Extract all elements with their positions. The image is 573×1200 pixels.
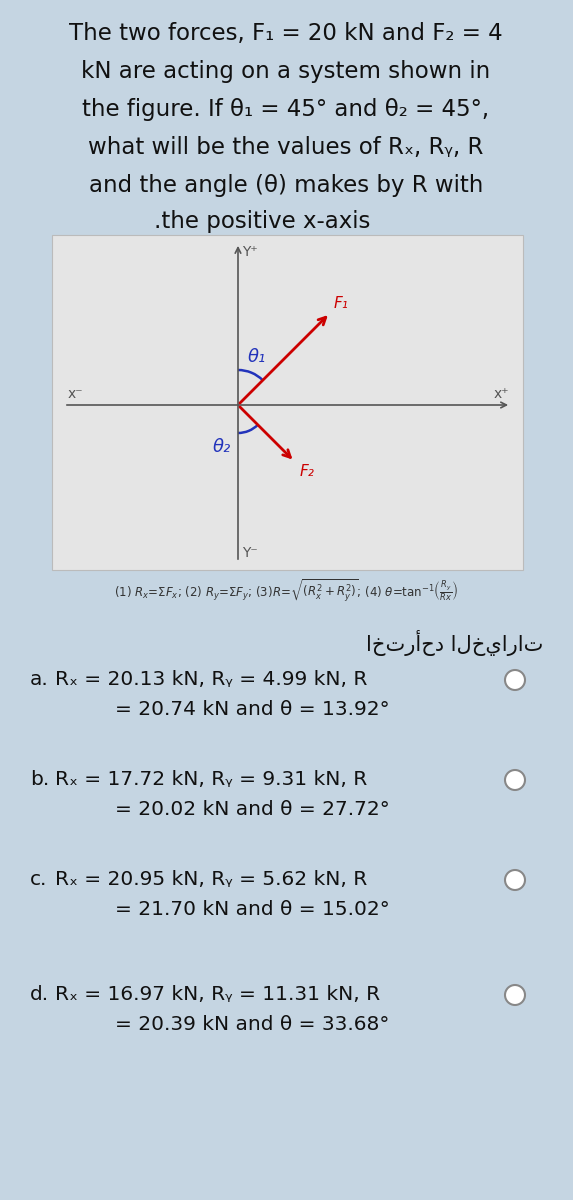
- Text: and the angle (θ) makes by R with: and the angle (θ) makes by R with: [89, 174, 483, 197]
- Text: Rₓ = 17.72 kN, Rᵧ = 9.31 kN, R: Rₓ = 17.72 kN, Rᵧ = 9.31 kN, R: [55, 770, 367, 790]
- Text: Y⁺: Y⁺: [242, 245, 258, 259]
- Text: a.: a.: [30, 670, 49, 689]
- Circle shape: [505, 870, 525, 890]
- Text: = 20.74 kN and θ = 13.92°: = 20.74 kN and θ = 13.92°: [115, 700, 390, 719]
- Text: x⁺: x⁺: [493, 386, 509, 401]
- Text: اخترأحد الخيارات: اخترأحد الخيارات: [366, 630, 543, 656]
- Text: .the positive x-axis: .the positive x-axis: [154, 210, 370, 233]
- Text: the figure. If θ₁ = 45° and θ₂ = 45°,: the figure. If θ₁ = 45° and θ₂ = 45°,: [83, 98, 489, 121]
- Circle shape: [505, 670, 525, 690]
- Text: Rₓ = 16.97 kN, Rᵧ = 11.31 kN, R: Rₓ = 16.97 kN, Rᵧ = 11.31 kN, R: [55, 985, 380, 1004]
- Text: d.: d.: [30, 985, 49, 1004]
- Text: = 20.02 kN and θ = 27.72°: = 20.02 kN and θ = 27.72°: [115, 800, 390, 818]
- Text: x⁻: x⁻: [68, 386, 84, 401]
- Text: Rₓ = 20.95 kN, Rᵧ = 5.62 kN, R: Rₓ = 20.95 kN, Rᵧ = 5.62 kN, R: [55, 870, 367, 889]
- Text: (1) $R_x$=$\Sigma F_x$; (2) $R_y$=$\Sigma F_y$; (3)$R$=$\sqrt{(R_x^2+R_y^2)}$; (: (1) $R_x$=$\Sigma F_x$; (2) $R_y$=$\Sigm…: [114, 578, 458, 604]
- Circle shape: [505, 985, 525, 1006]
- Circle shape: [505, 770, 525, 790]
- Text: F₁: F₁: [334, 296, 349, 311]
- Text: θ₂: θ₂: [213, 438, 231, 456]
- Text: Y⁻: Y⁻: [242, 546, 258, 560]
- Text: θ₁: θ₁: [248, 348, 266, 366]
- Text: c.: c.: [30, 870, 48, 889]
- Text: kN are acting on a system shown in: kN are acting on a system shown in: [81, 60, 490, 83]
- Text: = 21.70 kN and θ = 15.02°: = 21.70 kN and θ = 15.02°: [115, 900, 390, 919]
- Text: F₂: F₂: [300, 463, 315, 479]
- Text: = 20.39 kN and θ = 33.68°: = 20.39 kN and θ = 33.68°: [115, 1015, 390, 1034]
- Bar: [52, 235, 523, 570]
- Text: what will be the values of Rₓ, Rᵧ, R: what will be the values of Rₓ, Rᵧ, R: [88, 136, 484, 158]
- Text: Rₓ = 20.13 kN, Rᵧ = 4.99 kN, R: Rₓ = 20.13 kN, Rᵧ = 4.99 kN, R: [55, 670, 367, 689]
- Text: b.: b.: [30, 770, 49, 790]
- Text: The two forces, F₁ = 20 kN and F₂ = 4: The two forces, F₁ = 20 kN and F₂ = 4: [69, 22, 503, 44]
